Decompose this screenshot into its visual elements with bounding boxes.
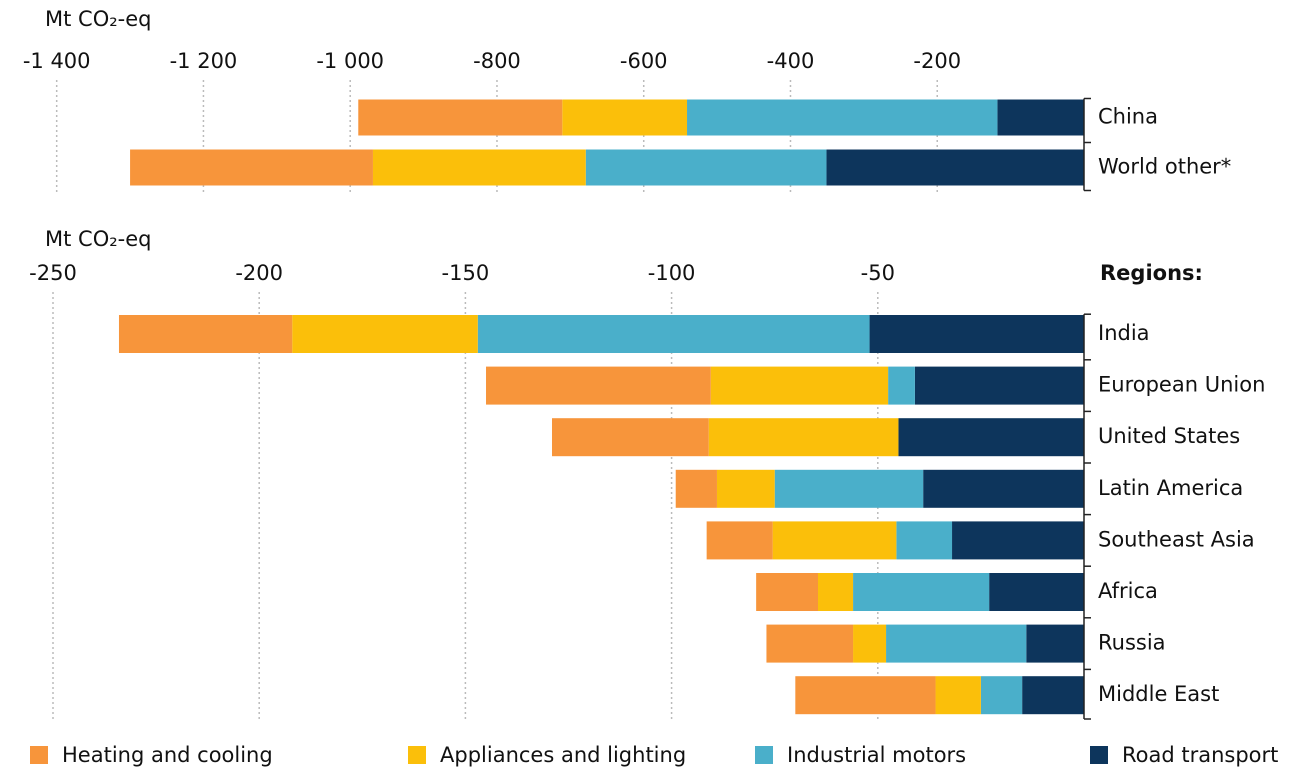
x-tick-label: -200 bbox=[235, 261, 283, 285]
bar-segment bbox=[989, 573, 1084, 611]
bar-segment bbox=[130, 149, 373, 186]
axis-label: Mt CO₂-eq bbox=[45, 227, 151, 251]
bar-segment bbox=[980, 676, 1023, 715]
bar-segment bbox=[710, 366, 889, 405]
bar-segment bbox=[766, 624, 854, 663]
x-tick-label: -1 400 bbox=[23, 49, 91, 73]
legend-label: Road transport bbox=[1122, 743, 1278, 767]
x-tick-label: -150 bbox=[442, 261, 490, 285]
bar-segment bbox=[687, 99, 998, 136]
x-tick-label: -800 bbox=[473, 49, 521, 73]
bar-segment bbox=[708, 418, 899, 457]
bar-segment bbox=[585, 149, 827, 186]
bar-segment bbox=[292, 315, 478, 353]
bar-segment bbox=[477, 315, 870, 353]
legend-swatch bbox=[30, 746, 48, 764]
category-label: United States bbox=[1098, 424, 1240, 448]
bar-segment bbox=[826, 149, 1084, 186]
category-label: World other* bbox=[1098, 155, 1231, 179]
x-tick-label: -200 bbox=[913, 49, 961, 73]
x-tick-label: -400 bbox=[767, 49, 815, 73]
x-tick-label: -1 000 bbox=[316, 49, 384, 73]
category-label: China bbox=[1098, 105, 1158, 129]
bar-segment bbox=[997, 99, 1084, 136]
bar-segment bbox=[486, 366, 711, 405]
category-label: Latin America bbox=[1098, 476, 1243, 500]
x-tick-label: -600 bbox=[620, 49, 668, 73]
bar-segment bbox=[818, 573, 854, 611]
bar-segment bbox=[1026, 624, 1084, 663]
bar-segment bbox=[706, 521, 773, 560]
bar-segment bbox=[869, 315, 1084, 353]
bar-segment bbox=[774, 469, 924, 508]
category-label: Southeast Asia bbox=[1098, 527, 1255, 551]
bar-segment bbox=[853, 624, 887, 663]
bar-segment bbox=[675, 469, 717, 508]
legend-label: Heating and cooling bbox=[62, 743, 273, 767]
axis-label: Mt CO₂-eq bbox=[45, 7, 151, 31]
x-tick-label: -250 bbox=[29, 261, 77, 285]
legend-swatch bbox=[408, 746, 426, 764]
bar-segment bbox=[1022, 676, 1084, 715]
x-tick-label: -100 bbox=[648, 261, 696, 285]
bar-segment bbox=[914, 366, 1084, 405]
bar-segment bbox=[888, 366, 915, 405]
bar-segment bbox=[935, 676, 981, 715]
annotation: Regions: bbox=[1100, 261, 1203, 285]
category-label: Middle East bbox=[1098, 682, 1219, 706]
legend-label: Industrial motors bbox=[787, 743, 966, 767]
category-label: India bbox=[1098, 321, 1150, 345]
category-label: Africa bbox=[1098, 579, 1158, 603]
bar-segment bbox=[372, 149, 586, 186]
bar-segment bbox=[552, 418, 709, 457]
bar-segment bbox=[772, 521, 897, 560]
bar-segment bbox=[886, 624, 1027, 663]
bar-segment bbox=[853, 573, 990, 611]
bar-segment bbox=[923, 469, 1084, 508]
category-label: Russia bbox=[1098, 631, 1166, 655]
x-tick-label: -50 bbox=[861, 261, 895, 285]
category-label: European Union bbox=[1098, 373, 1265, 397]
bar-segment bbox=[562, 99, 688, 136]
bar-segment bbox=[795, 676, 936, 715]
bar-segment bbox=[118, 315, 293, 353]
bar-segment bbox=[358, 99, 563, 136]
bar-segment bbox=[756, 573, 818, 611]
bar-segment bbox=[952, 521, 1084, 560]
bar-segment bbox=[898, 418, 1084, 457]
bar-segment bbox=[896, 521, 953, 560]
legend-label: Appliances and lighting bbox=[440, 743, 686, 767]
bar-segment bbox=[716, 469, 775, 508]
legend-swatch bbox=[1090, 746, 1108, 764]
x-tick-label: -1 200 bbox=[170, 49, 238, 73]
legend-swatch bbox=[755, 746, 773, 764]
